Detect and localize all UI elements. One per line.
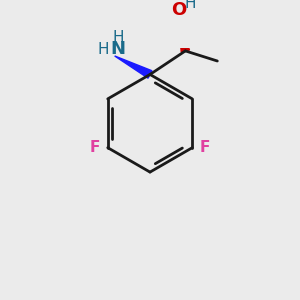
Text: F: F — [90, 140, 100, 155]
Text: F: F — [200, 140, 210, 155]
Text: O: O — [171, 1, 186, 19]
Text: H: H — [97, 42, 109, 57]
Text: N: N — [110, 40, 125, 58]
Text: H: H — [184, 0, 196, 11]
Text: H: H — [112, 30, 124, 45]
Polygon shape — [115, 56, 152, 78]
Polygon shape — [178, 21, 190, 52]
